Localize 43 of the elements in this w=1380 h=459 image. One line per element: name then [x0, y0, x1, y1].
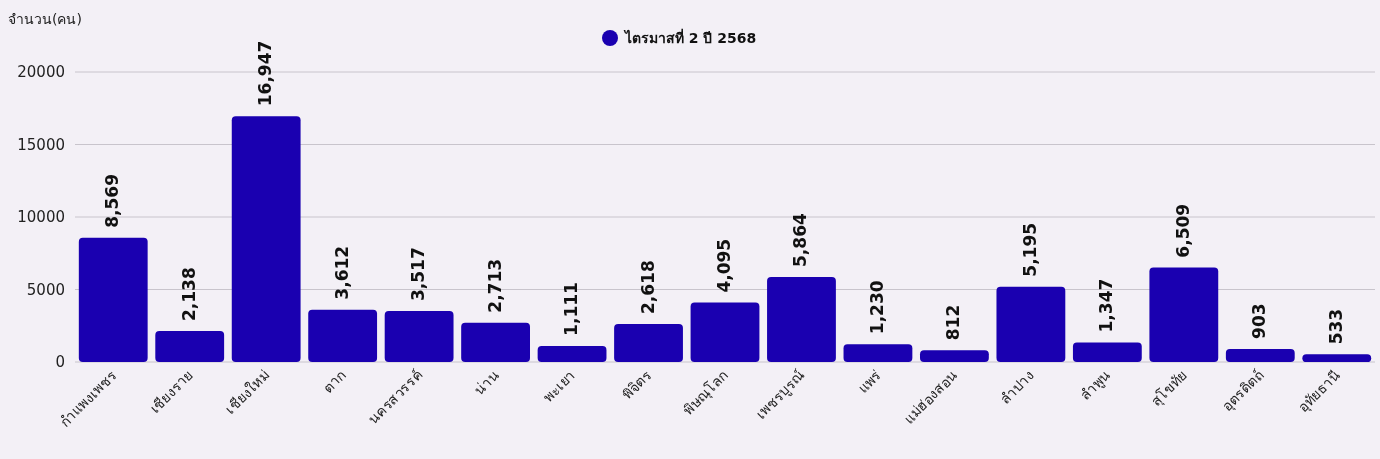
data-label: 5,195 [1019, 222, 1040, 277]
y-tick-label: 15000 [17, 135, 65, 154]
bar [690, 302, 760, 362]
bar [231, 116, 301, 362]
bar [308, 309, 378, 362]
data-label: 6,509 [1172, 203, 1193, 258]
data-label: 533 [1325, 308, 1346, 345]
bar [920, 350, 989, 362]
bar [78, 237, 148, 362]
data-label: 2,713 [484, 258, 505, 313]
y-tick-label: 5000 [26, 280, 65, 299]
bar [614, 324, 683, 362]
data-label: 1,111 [561, 282, 582, 336]
data-label: 8,569 [102, 173, 123, 228]
data-label: 1,230 [866, 280, 887, 335]
bar [384, 311, 454, 362]
data-label: 812 [943, 304, 964, 341]
data-label: 2,138 [178, 267, 199, 321]
bar [767, 276, 836, 362]
y-tick-label: 0 [55, 353, 65, 371]
data-label: 903 [1249, 303, 1270, 339]
bar [155, 331, 225, 362]
bar [537, 345, 607, 362]
data-label: 4,095 [714, 238, 734, 293]
data-label: 5,864 [790, 213, 811, 267]
bar [843, 344, 913, 362]
x-tick-label: ตาก [319, 366, 349, 396]
y-tick-label: 10000 [17, 208, 65, 226]
bar [461, 322, 530, 362]
bar [1302, 354, 1372, 362]
y-axis-title: จำนวน(คน) [8, 11, 82, 27]
data-label: 3,517 [408, 247, 429, 301]
bar [1149, 267, 1219, 362]
data-label: 16,947 [255, 40, 276, 107]
bar [1225, 348, 1295, 362]
data-label: 3,612 [331, 245, 352, 300]
data-label: 2,618 [637, 260, 658, 315]
data-label: 1,347 [1096, 278, 1117, 333]
x-tick-label: น่าน [470, 366, 502, 398]
bar [996, 286, 1066, 362]
legend-label: ไตรมาสที่ 2 ปี 2568 [623, 28, 757, 46]
bar [1072, 342, 1142, 362]
y-tick-label: 20000 [17, 63, 65, 81]
